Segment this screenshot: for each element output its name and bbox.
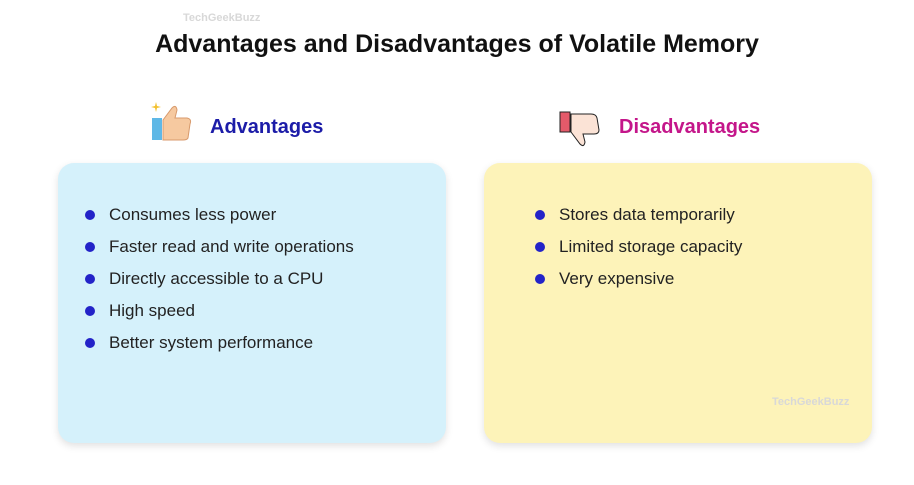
advantages-card — [58, 163, 446, 443]
bullet — [85, 274, 95, 284]
bullet — [535, 242, 545, 252]
list-item: Consumes less power — [109, 205, 277, 224]
thumbs-up-icon — [151, 102, 192, 141]
disadvantages-heading: Disadvantages — [619, 116, 761, 138]
thumbs-down-icon — [559, 111, 600, 147]
list-item: Directly accessible to a CPU — [109, 269, 324, 288]
list-item: Faster read and write operations — [109, 237, 354, 256]
bullet — [85, 242, 95, 252]
bullet — [85, 306, 95, 316]
watermark: TechGeekBuzz — [183, 12, 261, 24]
watermark: TechGeekBuzz — [772, 396, 850, 408]
disadvantages-card: TechGeekBuzz — [484, 163, 872, 443]
page-title: Advantages and Disadvantages of Volatile… — [155, 30, 759, 58]
bullet — [85, 210, 95, 220]
list-item: Stores data temporarily — [559, 205, 735, 224]
list-item: Very expensive — [559, 269, 675, 288]
bullet — [535, 210, 545, 220]
list-item: Limited storage capacity — [559, 237, 743, 256]
list-item: High speed — [109, 301, 196, 320]
bullet — [85, 338, 95, 348]
list-item: Better system performance — [109, 333, 314, 352]
advantages-heading: Advantages — [210, 116, 324, 138]
bullet — [535, 274, 545, 284]
